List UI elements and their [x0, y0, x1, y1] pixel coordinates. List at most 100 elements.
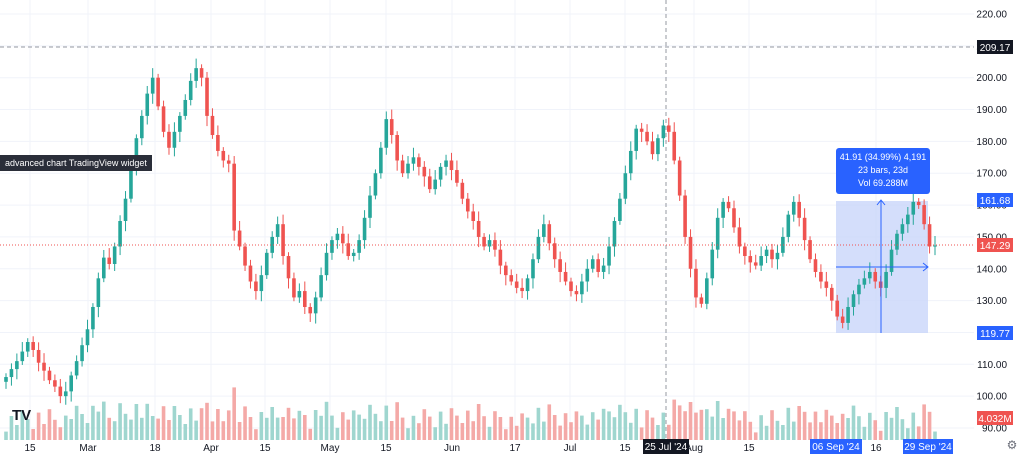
volume-bar [634, 408, 638, 440]
volume-bar [232, 387, 236, 440]
candle [335, 228, 340, 249]
volume-bar [411, 415, 416, 440]
candle [781, 227, 785, 257]
candle [341, 226, 345, 254]
x-tick-label: Jun [444, 443, 460, 454]
svg-text:161.68: 161.68 [980, 196, 1011, 207]
volume-bar [482, 416, 486, 440]
volume-bar [297, 410, 302, 440]
candle [580, 273, 584, 303]
tradingview-logo[interactable]: TV [12, 407, 32, 424]
volume-bar [715, 401, 720, 440]
candle [411, 147, 416, 171]
candle [585, 259, 590, 292]
volume-bar [873, 420, 878, 440]
candle [710, 242, 715, 286]
candle [167, 124, 171, 155]
candle [851, 290, 856, 316]
volume-bar [628, 422, 633, 440]
volume-bar [688, 402, 693, 440]
y-tick-label: 220.00 [976, 10, 1007, 21]
volume-bar [732, 411, 736, 440]
volume-bar [80, 414, 84, 440]
volume-bar [400, 417, 405, 440]
volume-bar [313, 410, 318, 440]
range-start-time-tag: 06 Sep '24 [810, 439, 862, 454]
candle [42, 353, 46, 381]
candle [91, 303, 95, 338]
candle [178, 112, 182, 143]
candle [721, 198, 725, 229]
candle [933, 235, 937, 256]
volume-bar [476, 404, 481, 440]
candle [379, 142, 383, 179]
candle [275, 216, 280, 244]
candle [797, 194, 801, 227]
x-tick-label: 15 [380, 443, 392, 454]
candle [824, 271, 829, 297]
candle [292, 272, 296, 302]
volume-bar [694, 412, 698, 440]
candle [596, 253, 600, 278]
candle [161, 100, 166, 138]
volume-bar [210, 421, 215, 440]
svg-text:4.032M: 4.032M [978, 414, 1011, 425]
candle [590, 255, 595, 273]
volume-bar [846, 418, 850, 440]
volume-bar [96, 411, 101, 440]
volume-bar [243, 406, 247, 440]
candle [569, 277, 573, 297]
candle [493, 232, 497, 257]
candle [726, 196, 731, 213]
candle [330, 236, 334, 260]
volume-bar [25, 419, 30, 440]
candle [205, 71, 209, 127]
volume-bar [558, 425, 562, 440]
volume-bar [140, 417, 144, 440]
price-axis[interactable]: 220.00210.00200.00190.00180.00170.00160.… [976, 10, 1007, 435]
candle [623, 165, 628, 205]
candle [389, 109, 394, 144]
candle [612, 217, 617, 257]
volume-bar [911, 412, 916, 440]
volume-bar [9, 416, 14, 440]
measure-bars: 23 bars, 23d [857, 165, 909, 175]
volume-bar [74, 405, 79, 440]
volume-bar [797, 406, 801, 440]
volume-bar [275, 417, 280, 440]
candle [281, 214, 285, 265]
candle [460, 178, 465, 205]
candle [900, 218, 905, 241]
candle [417, 153, 421, 176]
volume-bar [101, 401, 106, 440]
volume-bar [449, 408, 454, 440]
x-tick-label: May [321, 443, 340, 454]
gear-icon[interactable]: ⚙ [1006, 438, 1018, 452]
time-axis[interactable]: 15 Mar 18 Apr 15 May 15 Jun 17 Jul 15 Aug 15 16 [24, 443, 882, 454]
volume-bar [878, 430, 883, 440]
candle [471, 203, 476, 230]
volume-bar [851, 405, 856, 440]
volume-bar [384, 405, 389, 440]
y-tick-label: 90.00 [982, 424, 1007, 435]
candle [427, 168, 432, 193]
volume-bar [770, 410, 774, 440]
candle [237, 221, 242, 251]
candle [563, 262, 568, 286]
candle [156, 73, 160, 111]
candle [53, 374, 57, 393]
candle [677, 156, 682, 201]
volume-bar [650, 417, 655, 440]
volume-bar [254, 429, 258, 440]
volume-bar [15, 425, 19, 440]
volume-bar [775, 420, 780, 440]
candle [829, 284, 834, 311]
candle [112, 242, 117, 271]
volume-bar [264, 417, 269, 440]
volume-bar [471, 421, 476, 440]
candle [31, 336, 35, 357]
volume-bar [330, 415, 334, 440]
volume-bar [357, 414, 361, 440]
candle [514, 273, 519, 294]
